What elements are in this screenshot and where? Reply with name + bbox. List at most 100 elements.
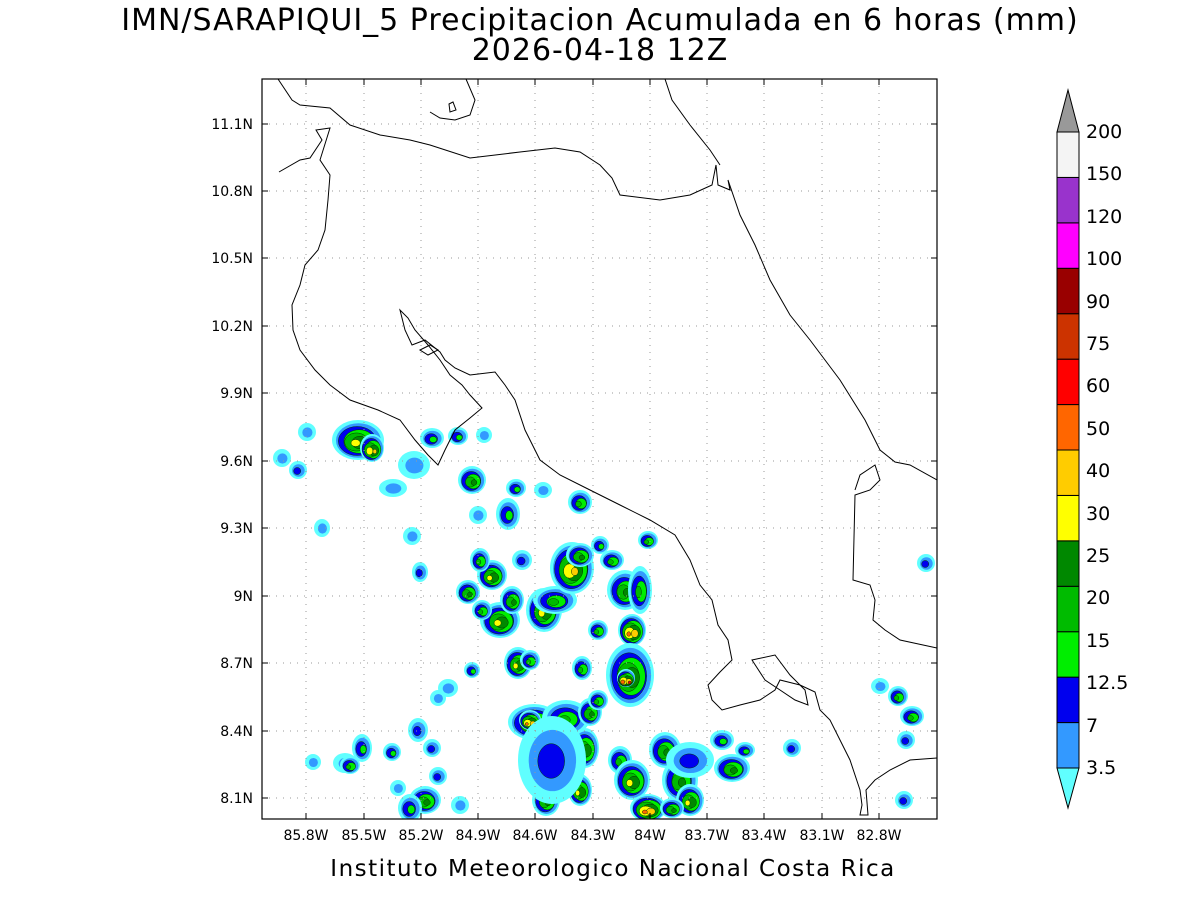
precip-cell (273, 449, 291, 467)
precip-cell (360, 434, 384, 462)
longitude-axis: 85.8W 85.5W 85.2W 84.9W 84.6W 84.3W 84W 83.7W 83… (283, 828, 901, 844)
colorbar-box (1056, 540, 1080, 587)
coastline (277, 79, 937, 816)
colorbar-level-label: 150 (1086, 163, 1123, 186)
colorbar-level-label: 75 (1086, 333, 1111, 355)
precip-cell (600, 550, 624, 570)
precip-cell (398, 451, 430, 479)
precip-cell (630, 794, 666, 819)
precip-cell (470, 548, 490, 572)
precip-cell (512, 550, 532, 570)
colorbar-box (1056, 267, 1080, 315)
precip-cell (566, 543, 594, 567)
precip-cell (420, 428, 444, 448)
precip-cell (900, 706, 924, 726)
colorbar-level-label: 100 (1086, 248, 1123, 271)
lat-tick-label: 8.1N (220, 791, 253, 807)
colorbar-level-label: 15 (1086, 629, 1111, 652)
precip-cell (518, 716, 586, 804)
precip-cell (871, 678, 889, 694)
precip-cell (618, 614, 646, 646)
precip-cell (500, 586, 524, 614)
precip-cell (506, 479, 526, 497)
lat-tick-label: 8.4N (220, 724, 253, 740)
lon-tick-label: 85.5W (341, 828, 386, 844)
lon-tick-label: 84.6W (512, 828, 557, 844)
precip-cell (476, 427, 492, 443)
precip-cell (666, 742, 714, 778)
precip-cell (534, 482, 552, 498)
lat-tick-label: 8.7N (220, 656, 253, 672)
plot-frame (261, 78, 938, 820)
colorbar-box (1056, 676, 1080, 724)
lat-lon-grid (262, 79, 937, 819)
lat-tick-label: 9N (234, 589, 253, 605)
colorbar-box (1056, 313, 1080, 360)
map-title: IMN/SARAPIQUI_5 Precipitacion Acumulada … (121, 3, 1079, 38)
precip-cell (398, 794, 422, 819)
precip-cell (340, 756, 360, 774)
precip-cell (496, 498, 520, 530)
precip-cell (917, 554, 935, 572)
precip-cell (456, 580, 480, 604)
colorbar-level-label: 12.5 (1086, 672, 1129, 695)
colorbar-level-label: 60 (1086, 375, 1111, 398)
lon-tick-label: 83.4W (741, 828, 786, 844)
precip-cell (888, 686, 908, 706)
lon-tick-label: 84W (634, 828, 666, 844)
lat-tick-label: 9.9N (220, 386, 253, 402)
colorbar-level-label: 90 (1086, 290, 1111, 313)
colorbar-box (1056, 585, 1080, 633)
precip-cell (458, 466, 486, 494)
precip-cell (383, 743, 401, 761)
colorbar (1056, 88, 1080, 810)
colorbar-level-label: 20 (1086, 587, 1111, 610)
precip-cell (897, 731, 915, 749)
colorbar-box (1056, 131, 1080, 178)
lat-tick-label: 9.6N (220, 454, 253, 470)
precip-cell (412, 562, 428, 582)
precip-cell (568, 490, 592, 514)
lat-tick-label: 10.8N (211, 184, 253, 200)
precip-cell (448, 427, 468, 445)
precip-cell (614, 760, 650, 800)
colorbar-box (1056, 631, 1080, 678)
precip-cell (550, 542, 594, 594)
colorbar-box (1056, 494, 1080, 542)
colorbar-level-label: 50 (1086, 417, 1111, 440)
precip-cell (403, 527, 421, 545)
precip-cell (430, 690, 446, 706)
colorbar-box (1056, 222, 1080, 269)
footer-credit: Instituto Meteorologico Nacional Costa R… (330, 856, 896, 882)
colorbar-level-label: 120 (1086, 205, 1123, 228)
lat-tick-label: 11.1N (211, 117, 253, 133)
precip-cell (469, 506, 487, 524)
colorbar-level-label: 40 (1086, 460, 1111, 483)
precipitation-field (273, 420, 935, 819)
precip-cell (289, 461, 307, 479)
colorbar-level-label: 30 (1086, 502, 1111, 525)
precip-cell (472, 600, 492, 620)
precip-cell (735, 742, 755, 758)
precip-cell (783, 739, 801, 757)
colorbar-level-label: 7 (1086, 714, 1099, 737)
precip-cell (451, 796, 469, 814)
precip-cell (710, 730, 734, 750)
precip-cell (617, 669, 635, 687)
lon-tick-label: 84.9W (455, 828, 500, 844)
precip-cell (305, 754, 321, 770)
lat-tick-label: 10.5N (211, 251, 253, 267)
lat-tick-label: 10.2N (211, 319, 253, 335)
lat-tick-label: 9.3N (220, 521, 253, 537)
colorbar-box (1056, 176, 1080, 224)
precip-cell (520, 650, 540, 670)
lon-tick-label: 83.1W (799, 828, 844, 844)
precip-cell (591, 536, 609, 554)
precip-cell (660, 798, 684, 818)
colorbar-box (1056, 722, 1080, 769)
colorbar-level-label: 200 (1086, 121, 1123, 143)
colorbar-level-label: 25 (1086, 545, 1111, 567)
precip-cell (588, 620, 608, 640)
precip-cell (572, 656, 592, 680)
